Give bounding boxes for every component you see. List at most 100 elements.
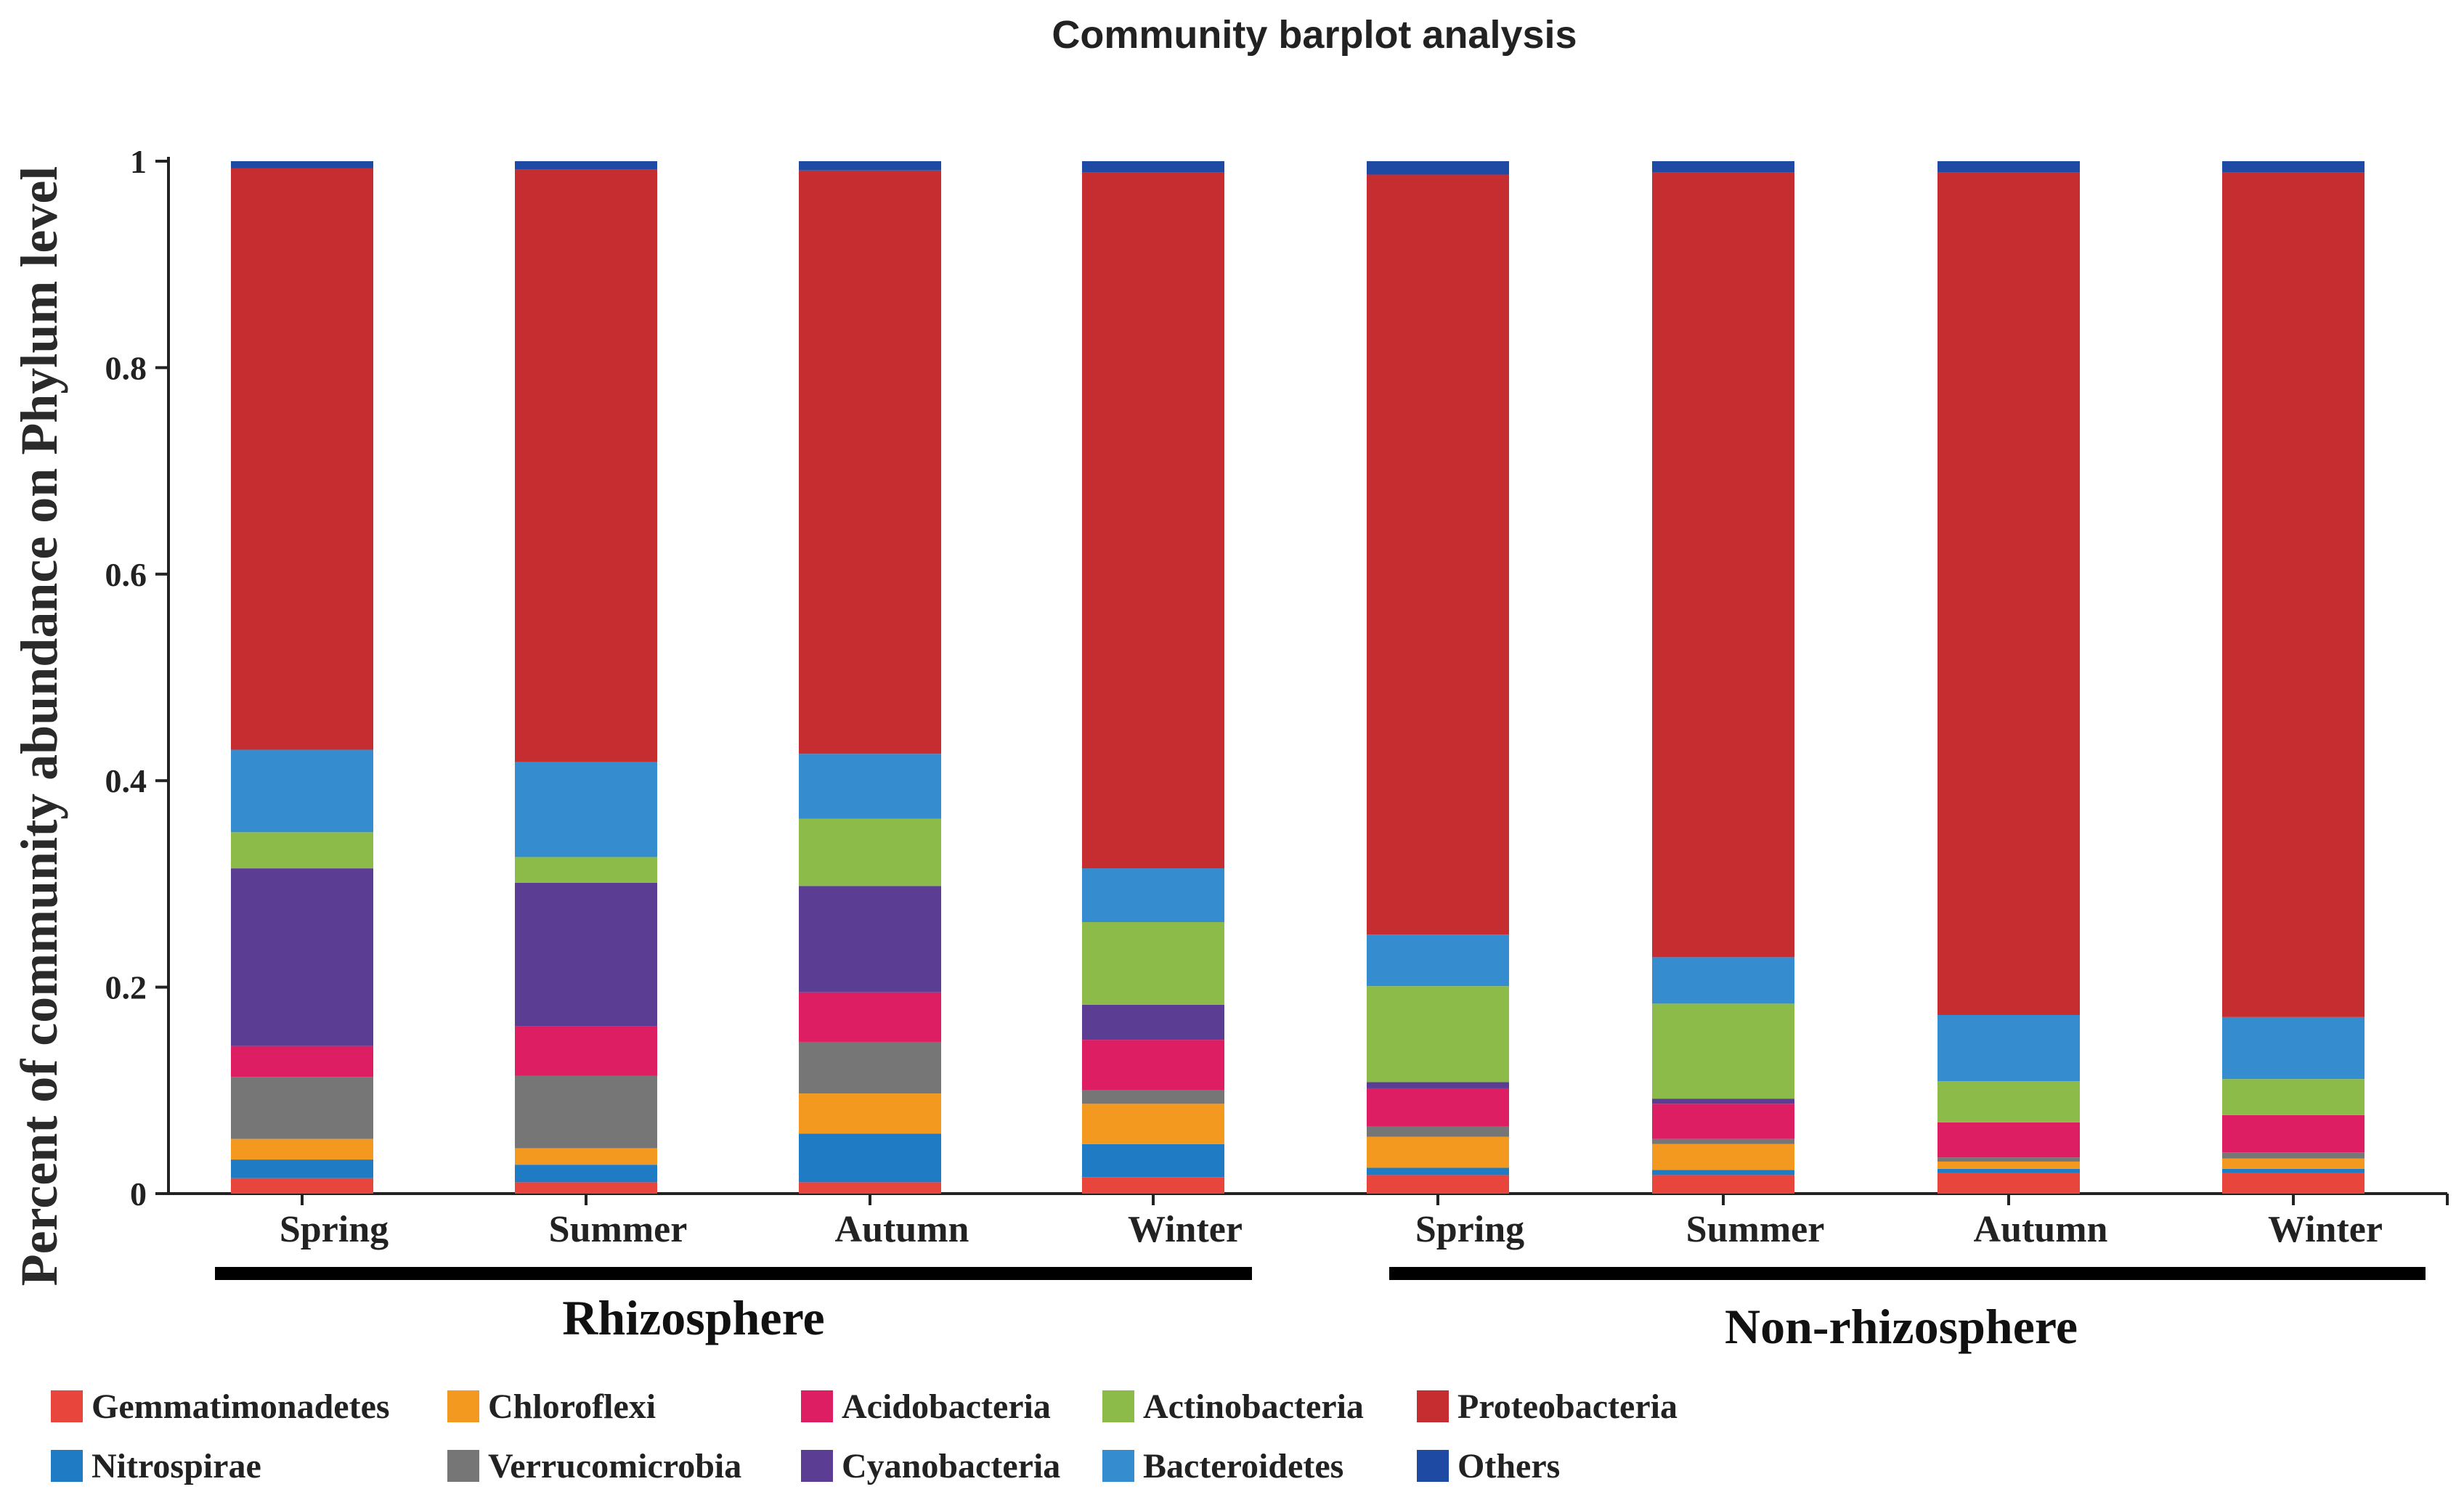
bar-segment-proteobacteria	[799, 170, 941, 754]
bar-segment-gemmatimonadetes	[1652, 1175, 1794, 1194]
legend-swatch	[1102, 1390, 1134, 1422]
bar-segment-verrucomicrobia	[1652, 1138, 1794, 1144]
bar-segment-others	[2222, 161, 2365, 173]
y-tick-label: 0.6	[105, 556, 147, 593]
legend-label: Bacteroidetes	[1143, 1447, 1343, 1485]
bar-segment-actinobacteria	[1938, 1081, 2080, 1122]
legend-swatch	[51, 1390, 83, 1422]
bar-segment-bacteroidetes	[515, 762, 657, 857]
legend-label: Proteobacteria	[1457, 1387, 1678, 1426]
bar-segment-verrucomicrobia	[1938, 1157, 2080, 1162]
bar-segment-acidobacteria	[515, 1026, 657, 1076]
bar-segment-gemmatimonadetes	[1082, 1177, 1224, 1194]
bar-segment-nitrospirae	[799, 1133, 941, 1183]
bar-segment-chloroflexi	[1652, 1144, 1794, 1170]
bar-segment-others	[799, 161, 941, 171]
bar-segment-others	[1938, 161, 2080, 173]
bar-segment-nitrospirae	[1652, 1170, 1794, 1175]
bar-segment-bacteroidetes	[1367, 934, 1509, 987]
legend-swatch	[1417, 1450, 1449, 1482]
bar-segment-cyanobacteria	[231, 868, 373, 1046]
legend-label: Others	[1457, 1447, 1560, 1485]
bar-segment-others	[1652, 161, 1794, 173]
bar-segment-acidobacteria	[2222, 1114, 2365, 1153]
y-tick-label: 0	[130, 1175, 147, 1212]
y-tick-label: 0.8	[105, 349, 147, 386]
x-tick-label: Winter	[1128, 1209, 1243, 1250]
group-bracket	[215, 1267, 1252, 1280]
bar-segment-proteobacteria	[1367, 174, 1509, 935]
legend-label: Nitrospirae	[92, 1447, 261, 1485]
bar-segment-verrucomicrobia	[2222, 1152, 2365, 1159]
bar-segment-proteobacteria	[515, 169, 657, 762]
bar-segment-chloroflexi	[515, 1148, 657, 1165]
bar-segment-gemmatimonadetes	[231, 1178, 373, 1194]
bar-segment-gemmatimonadetes	[1938, 1173, 2080, 1194]
bar-segment-gemmatimonadetes	[1367, 1175, 1509, 1194]
legend-label: Acidobacteria	[842, 1387, 1051, 1426]
group-label: Non-rhizosphere	[1725, 1299, 2078, 1354]
bar-segment-actinobacteria	[231, 832, 373, 869]
bar-segment-nitrospirae	[1367, 1167, 1509, 1175]
y-tick-label: 0.2	[105, 969, 147, 1006]
bar-segment-actinobacteria	[799, 818, 941, 886]
bar-segment-verrucomicrobia	[799, 1041, 941, 1094]
bar-segment-proteobacteria	[1652, 172, 1794, 958]
chart-title: Community barplot analysis	[1052, 13, 1577, 57]
bar-segment-bacteroidetes	[231, 749, 373, 833]
group-bracket	[1389, 1267, 2426, 1280]
legend-swatch	[447, 1450, 479, 1482]
bar-segment-verrucomicrobia	[1082, 1090, 1224, 1104]
legend-swatch	[1417, 1390, 1449, 1422]
bar-segment-gemmatimonadetes	[799, 1182, 941, 1194]
bar-segment-acidobacteria	[1367, 1088, 1509, 1127]
bar-segment-chloroflexi	[231, 1138, 373, 1160]
bar-segment-nitrospirae	[1082, 1144, 1224, 1178]
bar-segment-gemmatimonadetes	[2222, 1173, 2365, 1194]
bar-segment-gemmatimonadetes	[515, 1182, 657, 1194]
bar-segment-cyanobacteria	[1082, 1004, 1224, 1040]
bar-segment-verrucomicrobia	[231, 1077, 373, 1139]
bar-segment-cyanobacteria	[515, 882, 657, 1027]
legend-swatch	[801, 1390, 833, 1422]
bar-segment-actinobacteria	[1082, 922, 1224, 1005]
x-tick-label: Autumn	[835, 1209, 969, 1250]
bar-segment-proteobacteria	[231, 168, 373, 750]
bar-segment-actinobacteria	[1367, 986, 1509, 1083]
bar-segment-chloroflexi	[1367, 1136, 1509, 1168]
bar-segment-nitrospirae	[1938, 1168, 2080, 1173]
bar-segment-nitrospirae	[2222, 1168, 2365, 1173]
legend-swatch	[447, 1390, 479, 1422]
axes: 0 0.2 0.4 0.6 0.8 1	[105, 143, 2449, 1212]
bar-segment-bacteroidetes	[1652, 957, 1794, 1004]
bar-segment-others	[515, 161, 657, 170]
legend-swatch	[51, 1450, 83, 1482]
bar-segment-bacteroidetes	[2222, 1016, 2365, 1080]
bar-segment-chloroflexi	[1082, 1104, 1224, 1144]
legend-label: Verrucomicrobia	[488, 1447, 741, 1485]
legend-label: Chloroflexi	[488, 1387, 656, 1426]
bar-segment-proteobacteria	[1082, 172, 1224, 869]
bar-segment-cyanobacteria	[799, 886, 941, 992]
bar-segment-bacteroidetes	[1082, 868, 1224, 923]
bar-segment-chloroflexi	[1938, 1161, 2080, 1169]
bar-segment-acidobacteria	[1938, 1122, 2080, 1158]
bar-segment-cyanobacteria	[1652, 1098, 1794, 1104]
legend-label: Cyanobacteria	[842, 1447, 1060, 1485]
bar-segment-actinobacteria	[1652, 1003, 1794, 1099]
y-tick-label: 0.4	[105, 762, 147, 799]
bar-segment-chloroflexi	[799, 1093, 941, 1134]
bars	[231, 161, 2365, 1194]
bar-segment-acidobacteria	[799, 992, 941, 1042]
bar-segment-others	[1367, 161, 1509, 175]
bar-segment-actinobacteria	[515, 857, 657, 883]
x-tick-labels: Spring Summer Autumn Winter Spring Summer Autu…	[280, 1209, 2383, 1250]
y-tick-label: 1	[130, 143, 147, 180]
x-tick-label: Spring	[280, 1209, 389, 1250]
bar-segment-bacteroidetes	[1938, 1014, 2080, 1082]
bar-segment-acidobacteria	[231, 1045, 373, 1077]
bar-segment-chloroflexi	[2222, 1158, 2365, 1169]
bar-segment-nitrospirae	[515, 1165, 657, 1183]
legend: Gemmatimonadetes Chloroflexi Acidobacteria…	[51, 1387, 1678, 1485]
